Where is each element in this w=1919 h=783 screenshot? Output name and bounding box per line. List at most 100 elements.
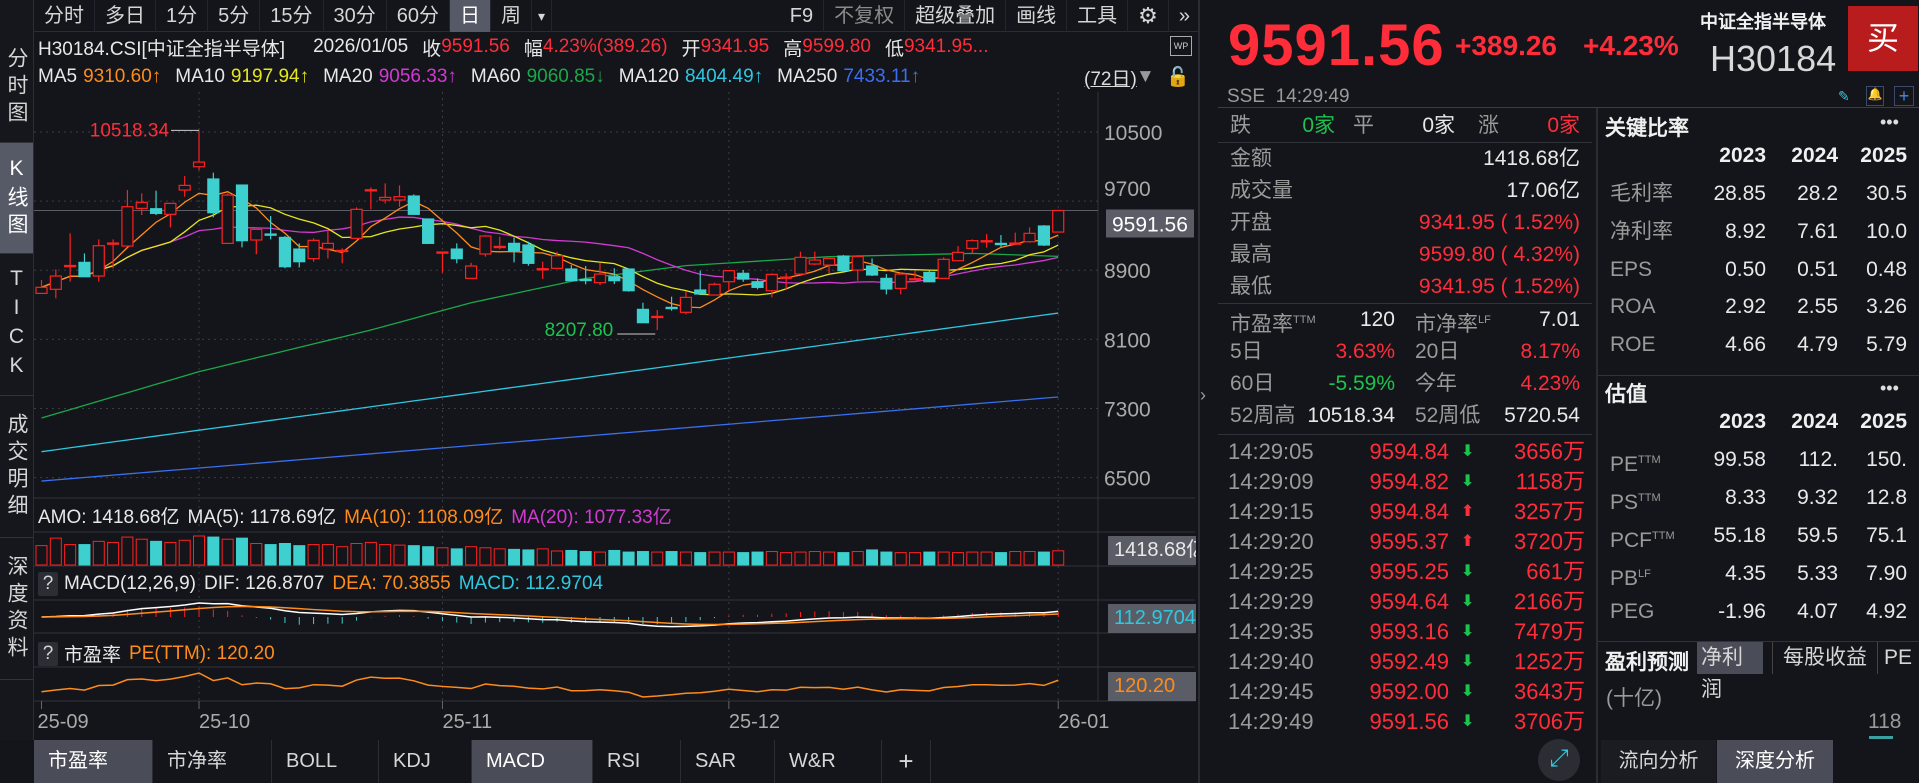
- volume-bar: [121, 536, 134, 566]
- expand-icon[interactable]: ⤢: [1538, 739, 1580, 781]
- sidebar-tab-2[interactable]: TICK: [0, 254, 33, 396]
- period-tab-0[interactable]: 分时: [34, 0, 95, 32]
- gear-icon[interactable]: ⚙: [1128, 0, 1169, 32]
- high-marker-label: 10518.34: [90, 120, 170, 141]
- arrow-down-icon: ⬇: [1461, 563, 1475, 580]
- ratios-years-header: 2023 2024 2025: [1600, 138, 1915, 174]
- open-value: 9341.95: [700, 36, 770, 57]
- sidebar-tab-4[interactable]: 深度资料: [0, 538, 33, 680]
- candle-body: [923, 271, 936, 283]
- candle-body: [694, 289, 707, 295]
- volume-bar: [307, 544, 320, 566]
- wp-icon[interactable]: WP: [1170, 36, 1192, 56]
- candle-body: [579, 278, 592, 282]
- label-text: PB: [1610, 567, 1639, 590]
- ratios-more-button[interactable]: •••: [1880, 112, 1899, 132]
- label-text: ROE: [1610, 333, 1656, 357]
- indicator-tab-8[interactable]: +: [882, 740, 931, 783]
- bar-date: 2026/01/05: [313, 36, 409, 57]
- last-price-label: 9591.56: [1112, 213, 1188, 236]
- stat-pair-row: 52周高 10518.34 52周低 5720.54: [1218, 400, 1590, 432]
- divider: [1218, 303, 1592, 304]
- ratios-row: 净利率 8.92 7.61 10.0: [1600, 214, 1915, 250]
- tick-amount: 3643万: [1514, 679, 1585, 704]
- candle-body: [149, 208, 163, 214]
- sidebar-tab-0[interactable]: 分时图: [0, 32, 33, 143]
- down-label: 跌: [1230, 114, 1251, 137]
- volume-bar: [1023, 551, 1036, 566]
- row-value: 150.: [1866, 448, 1907, 471]
- indicator-tab-6[interactable]: SAR: [681, 740, 775, 783]
- candle-body: [751, 281, 764, 288]
- tab-depth-analysis[interactable]: 深度分析: [1717, 740, 1833, 783]
- sidebar-tab-1[interactable]: K线图: [0, 143, 33, 254]
- bell-icon[interactable]: 🔔: [1866, 86, 1884, 106]
- ratios-title: 关键比率: [1605, 117, 1689, 140]
- f9-button[interactable]: F9: [780, 0, 825, 32]
- period-tab-7[interactable]: 日: [450, 0, 491, 32]
- tab-flow-analysis[interactable]: 流向分析: [1601, 740, 1716, 783]
- add-icon[interactable]: +: [1894, 86, 1914, 106]
- expand-toolbar-button[interactable]: »: [1178, 4, 1190, 27]
- forecast-tab-pe[interactable]: PE: [1884, 646, 1913, 669]
- row-value: 8.92: [1725, 219, 1766, 243]
- forecast-tab-net-profit[interactable]: 净利润: [1697, 642, 1763, 701]
- tick-row: 14:29:20 9595.37 ⬆ 3720万: [1218, 527, 1590, 557]
- forecast-tab-eps[interactable]: 每股收益: [1772, 642, 1878, 674]
- volume-bar: [264, 544, 277, 566]
- draw-button[interactable]: 画线: [1006, 0, 1068, 32]
- stat-row: 最低 9341.95 ( 1.52%): [1218, 271, 1590, 303]
- buy-button[interactable]: 买: [1848, 6, 1918, 71]
- sidebar-tab-3[interactable]: 成交明细: [0, 396, 33, 538]
- macd-name: MACD(12,26,9): [64, 573, 196, 594]
- indicator-tab-1[interactable]: 市净率: [153, 740, 272, 783]
- macd-help-button[interactable]: ?: [38, 572, 58, 596]
- tick-row: 14:29:15 9594.84 ⬆ 3257万: [1218, 497, 1590, 527]
- period-tab-4[interactable]: 15分: [260, 0, 324, 32]
- candle-body: [164, 202, 177, 215]
- period-tab-5[interactable]: 30分: [324, 0, 387, 32]
- volume-bar: [64, 544, 77, 566]
- indicator-tab-3[interactable]: KDJ: [379, 740, 472, 783]
- indicator-tab-7[interactable]: W&R: [775, 740, 882, 783]
- candle-body: [1023, 232, 1036, 243]
- period-count-button[interactable]: (72日): [1084, 68, 1137, 90]
- period-tab-6[interactable]: 60分: [387, 0, 450, 32]
- volume-bar: [407, 545, 420, 566]
- row-value: 59.5: [1797, 524, 1838, 547]
- adjust-button[interactable]: 不复权: [824, 0, 906, 32]
- pe-help-button[interactable]: ?: [38, 641, 58, 666]
- overlay-button[interactable]: 超级叠加: [905, 0, 1007, 32]
- candle-body: [737, 272, 750, 280]
- indicator-tab-0[interactable]: 市盈率: [34, 740, 153, 783]
- collapse-handle[interactable]: ›: [1200, 385, 1206, 405]
- row-value: 9.32: [1797, 486, 1838, 509]
- period-tab-2[interactable]: 1分: [156, 0, 209, 32]
- lock-icon[interactable]: 🔓: [1166, 67, 1190, 88]
- valuation-more-button[interactable]: •••: [1880, 378, 1899, 398]
- macd-value: MACD: 112.9704: [458, 573, 604, 594]
- volume-bar: [679, 551, 692, 566]
- stat-label: 60日: [1230, 368, 1274, 400]
- candle-body: [937, 258, 950, 279]
- y-tick-label: 9700: [1104, 178, 1151, 201]
- volume-bar: [622, 551, 635, 566]
- candle-body: [994, 242, 1008, 246]
- kline-chart[interactable]: 10518.34 8207.80 10500 9700 8900 8100 7300 6500…: [34, 92, 1195, 740]
- volume-bar: [78, 544, 91, 566]
- edit-icon[interactable]: ✎: [1838, 88, 1850, 104]
- dropdown-triangle-icon[interactable]: ▼: [1136, 66, 1155, 87]
- indicator-tab-2[interactable]: BOLL: [272, 740, 379, 783]
- candle-body: [822, 257, 836, 266]
- period-more-dropdown[interactable]: ▾: [532, 0, 553, 32]
- volume-bar: [694, 552, 707, 566]
- period-tab-1[interactable]: 多日: [95, 0, 156, 32]
- period-tab-3[interactable]: 5分: [208, 0, 261, 32]
- volume-bar: [994, 552, 1007, 566]
- volume-current-label: 1418.68亿: [1108, 536, 1196, 565]
- period-tab-8[interactable]: 周: [491, 0, 532, 32]
- macd-legend: ? MACD(12,26,9) DIF: 126.8707 DEA: 70.38…: [38, 572, 603, 596]
- indicator-tab-4[interactable]: MACD: [472, 740, 593, 783]
- indicator-tab-5[interactable]: RSI: [593, 740, 681, 783]
- tools-button[interactable]: 工具: [1067, 0, 1129, 32]
